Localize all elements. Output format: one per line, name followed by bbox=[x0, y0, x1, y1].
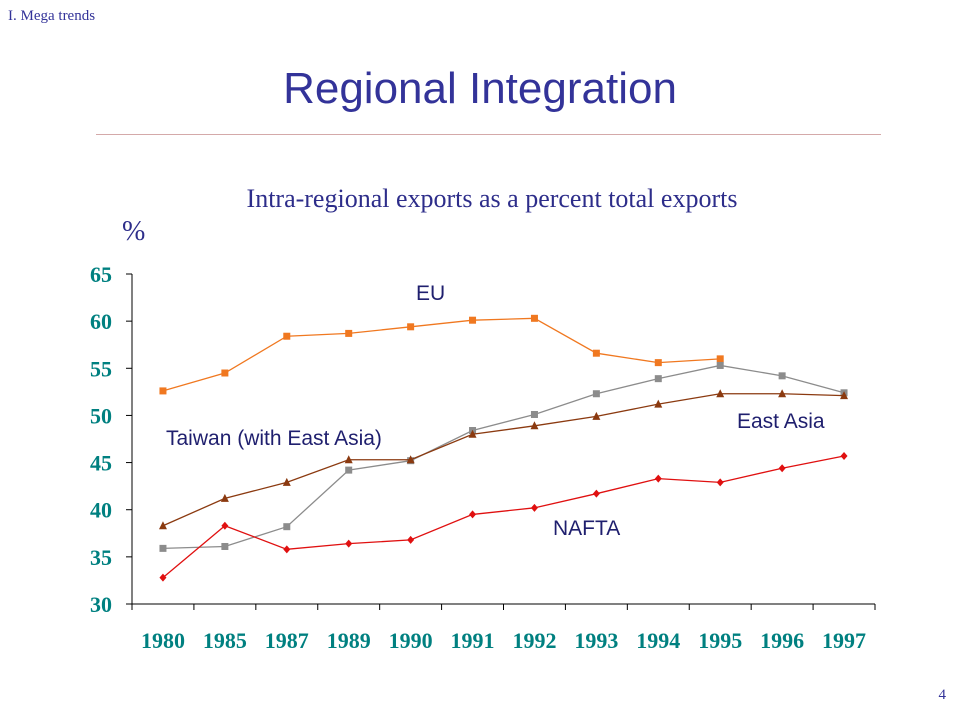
data-point-nafta bbox=[840, 451, 848, 460]
data-point-east-asia bbox=[283, 523, 291, 531]
data-point-nafta bbox=[592, 489, 600, 498]
title-divider bbox=[96, 134, 881, 135]
chart-title: Intra-regional exports as a percent tota… bbox=[246, 184, 738, 213]
slide-title: Regional Integration bbox=[283, 64, 677, 113]
data-point-taiwan-with-east-asia bbox=[840, 391, 849, 400]
data-point-taiwan-with-east-asia bbox=[220, 493, 229, 502]
data-point-eu bbox=[469, 316, 477, 324]
data-point-east-asia bbox=[530, 410, 538, 418]
data-point-nafta bbox=[530, 503, 538, 512]
data-point-eu bbox=[592, 349, 600, 357]
data-point-nafta bbox=[654, 474, 662, 483]
data-point-eu bbox=[283, 332, 291, 340]
series-label-eu: EU bbox=[416, 282, 445, 305]
series-label-taiwan-with-east-asia: Taiwan (with East Asia) bbox=[166, 427, 382, 450]
x-tick-label: 1996 bbox=[760, 628, 804, 653]
data-point-east-asia bbox=[592, 390, 600, 398]
series-label-nafta: NAFTA bbox=[553, 517, 620, 540]
data-point-taiwan-with-east-asia bbox=[406, 455, 415, 464]
x-tick-label: 1997 bbox=[822, 628, 866, 653]
data-point-east-asia bbox=[345, 466, 353, 474]
y-tick-label: 40 bbox=[90, 498, 112, 523]
data-point-eu bbox=[716, 355, 724, 363]
data-point-east-asia bbox=[654, 375, 662, 383]
data-point-taiwan-with-east-asia bbox=[716, 389, 725, 398]
data-point-nafta bbox=[345, 539, 353, 548]
data-point-eu bbox=[345, 329, 353, 337]
data-point-taiwan-with-east-asia bbox=[778, 389, 787, 398]
data-point-nafta bbox=[221, 521, 229, 530]
data-point-east-asia bbox=[778, 372, 786, 380]
data-point-east-asia bbox=[221, 542, 229, 550]
series-line-east-asia bbox=[162, 364, 845, 550]
page-number: 4 bbox=[938, 687, 947, 703]
data-point-east-asia bbox=[159, 544, 167, 552]
series-line-taiwan-with-east-asia bbox=[162, 393, 845, 527]
series-line-nafta bbox=[162, 455, 845, 579]
y-tick-label: 55 bbox=[90, 356, 112, 381]
y-tick-label: 50 bbox=[90, 403, 112, 428]
y-tick-label: 45 bbox=[90, 451, 112, 476]
section-label: I. Mega trends bbox=[8, 8, 96, 24]
data-point-taiwan-with-east-asia bbox=[592, 411, 601, 420]
data-point-taiwan-with-east-asia bbox=[654, 399, 663, 408]
x-tick-label: 1995 bbox=[698, 628, 742, 653]
data-point-eu bbox=[221, 369, 229, 377]
data-point-east-asia bbox=[716, 361, 724, 369]
x-tick-label: 1989 bbox=[327, 628, 371, 653]
data-point-taiwan-with-east-asia bbox=[530, 421, 539, 430]
x-tick-label: 1994 bbox=[636, 628, 680, 653]
y-tick-label: 30 bbox=[90, 592, 112, 617]
data-point-eu bbox=[530, 314, 538, 322]
data-point-nafta bbox=[778, 464, 786, 473]
data-point-nafta bbox=[716, 478, 724, 487]
data-point-taiwan-with-east-asia bbox=[158, 521, 167, 530]
data-point-nafta bbox=[469, 510, 477, 519]
x-tick-label: 1985 bbox=[203, 628, 247, 653]
y-tick-label: 60 bbox=[90, 309, 112, 334]
data-point-nafta bbox=[407, 535, 415, 544]
y-axis-unit-label: % bbox=[122, 216, 146, 247]
data-point-taiwan-with-east-asia bbox=[282, 477, 291, 486]
series-line-eu bbox=[162, 317, 721, 392]
data-point-nafta bbox=[159, 573, 167, 582]
data-point-taiwan-with-east-asia bbox=[468, 429, 477, 438]
data-point-taiwan-with-east-asia bbox=[344, 455, 353, 464]
data-point-eu bbox=[654, 359, 662, 367]
y-tick-label: 35 bbox=[90, 545, 112, 570]
x-tick-label: 1992 bbox=[512, 628, 556, 653]
x-tick-label: 1980 bbox=[141, 628, 185, 653]
series-label-east-asia: East Asia bbox=[737, 410, 825, 433]
data-point-eu bbox=[407, 323, 415, 331]
y-tick-label: 65 bbox=[90, 262, 112, 287]
data-point-eu bbox=[159, 387, 167, 395]
x-tick-label: 1987 bbox=[265, 628, 309, 653]
x-tick-label: 1993 bbox=[574, 628, 618, 653]
x-tick-label: 1991 bbox=[451, 628, 495, 653]
data-point-nafta bbox=[283, 545, 291, 554]
x-tick-label: 1990 bbox=[389, 628, 433, 653]
